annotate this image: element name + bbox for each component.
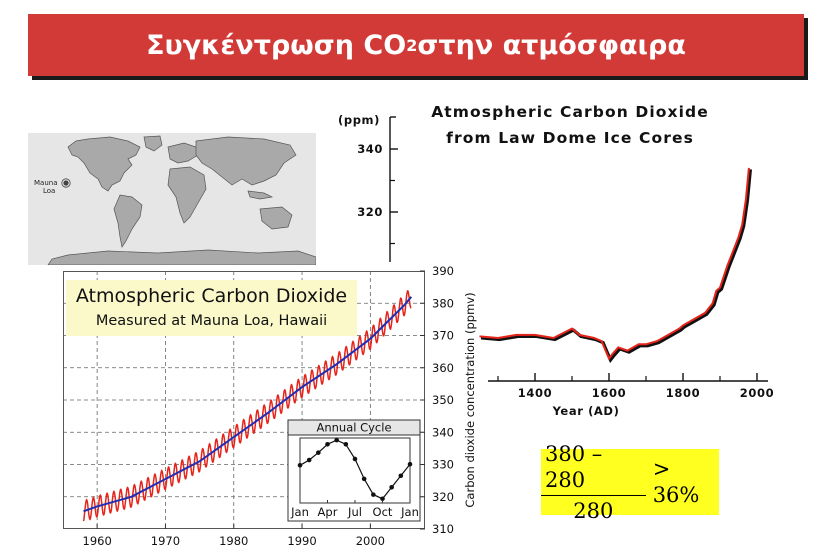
- world-map-graphic: Mauna Loa: [34, 135, 316, 265]
- law-dome-x-tick-label: 2000: [740, 386, 774, 400]
- annual-cycle-point: [325, 441, 330, 447]
- law-dome-x-tick-label: 1400: [518, 386, 552, 400]
- map-label-loa: Loa: [43, 187, 55, 195]
- annual-cycle-point: [343, 441, 349, 447]
- law-dome-data-shadow: [480, 169, 752, 364]
- law-dome-x-label: Year (AD): [552, 404, 620, 418]
- mauna-loa-x-tick-label: 1960: [83, 534, 112, 548]
- slide-title-subscript: 2: [406, 35, 418, 55]
- annual-cycle-inset: [287, 419, 421, 522]
- mauna-loa-y-tick-label: 340: [432, 425, 454, 439]
- mauna-loa-title: Atmospheric Carbon Dioxide: [75, 285, 348, 307]
- annual-cycle-title: Annual Cycle: [316, 421, 391, 435]
- formula-denominator: 280: [573, 499, 614, 523]
- mauna-loa-y-tick-label: 330: [432, 458, 454, 472]
- formula-result: > 36%: [652, 457, 700, 507]
- law-dome-data-line: [479, 167, 750, 361]
- annual-cycle-point: [316, 450, 321, 455]
- annual-cycle-point: [389, 484, 394, 490]
- annual-cycle-x-label: Jan: [290, 505, 309, 519]
- law-dome-subtitle: from Law Dome Ice Cores: [446, 129, 694, 147]
- mauna-loa-y-tick-label: 390: [432, 264, 454, 278]
- law-dome-y-label: (ppm): [338, 113, 380, 127]
- world-map: Mauna Loa: [28, 133, 316, 265]
- annual-cycle-point: [352, 456, 358, 462]
- map-label-mauna: Mauna: [34, 179, 58, 187]
- mauna-loa-y-tick-label: 380: [432, 296, 454, 310]
- annual-cycle-point: [361, 476, 367, 482]
- mauna-loa-x-tick-label: 1980: [219, 534, 248, 548]
- mauna-loa-monthly-line: [82, 289, 412, 522]
- mauna-loa-x-tick-label: 2000: [356, 534, 385, 548]
- mauna-loa-y-tick-label: 350: [432, 393, 454, 407]
- law-dome-title: Atmospheric Carbon Dioxide: [431, 103, 709, 121]
- law-dome-y-tick-label: 320: [357, 205, 383, 219]
- slide-title-banner: Συγκέντρωση CO 2 στην ατμόσφαιρα: [28, 14, 804, 76]
- formula-fraction: 380 – 280 280: [541, 441, 646, 523]
- annual-cycle-x-label: Jul: [347, 505, 362, 519]
- annual-cycle-point: [334, 437, 339, 443]
- increase-formula: 380 – 280 280 > 36%: [541, 442, 719, 523]
- annual-cycle-point: [306, 457, 312, 463]
- mauna-loa-marker: [63, 180, 69, 186]
- law-dome-y-tick-label: 340: [357, 142, 383, 156]
- annual-cycle-x-label: Jan: [400, 505, 419, 519]
- mauna-loa-y-tick-label: 370: [432, 329, 454, 343]
- mauna-loa-y-label: Carbon dioxide concentration (ppmv): [463, 292, 477, 507]
- slide-title-rest: στην ατμόσφαιρα: [417, 29, 686, 61]
- mauna-loa-x-tick-label: 1970: [151, 534, 180, 548]
- mauna-loa-x-tick-label: 1990: [287, 534, 316, 548]
- annual-cycle-point: [380, 496, 385, 502]
- mauna-loa-trend-line: [83, 296, 413, 513]
- mauna-loa-title-box: Atmospheric Carbon Dioxide Measured at M…: [66, 280, 357, 336]
- annual-cycle-point: [371, 492, 376, 497]
- formula-numerator: 380 – 280: [541, 441, 646, 496]
- annual-cycle-x-label: Apr: [318, 505, 338, 519]
- annual-cycle-point: [407, 461, 413, 467]
- law-dome-x-tick-label: 1600: [592, 386, 626, 400]
- law-dome-x-tick-label: 1800: [666, 386, 700, 400]
- mauna-loa-y-tick-label: 310: [432, 522, 454, 536]
- annual-cycle-point: [398, 473, 404, 479]
- annual-cycle-x-label: Oct: [373, 505, 393, 519]
- mauna-loa-subtitle: Measured at Mauna Loa, Hawaii: [95, 313, 328, 329]
- annual-cycle-point: [297, 462, 303, 468]
- mauna-loa-y-tick-label: 360: [432, 361, 454, 375]
- slide-title-main: Συγκέντρωση CO: [146, 29, 407, 61]
- law-dome-title-block: Atmospheric Carbon Dioxide from Law Dome…: [405, 99, 735, 151]
- mauna-loa-y-tick-label: 320: [432, 490, 454, 504]
